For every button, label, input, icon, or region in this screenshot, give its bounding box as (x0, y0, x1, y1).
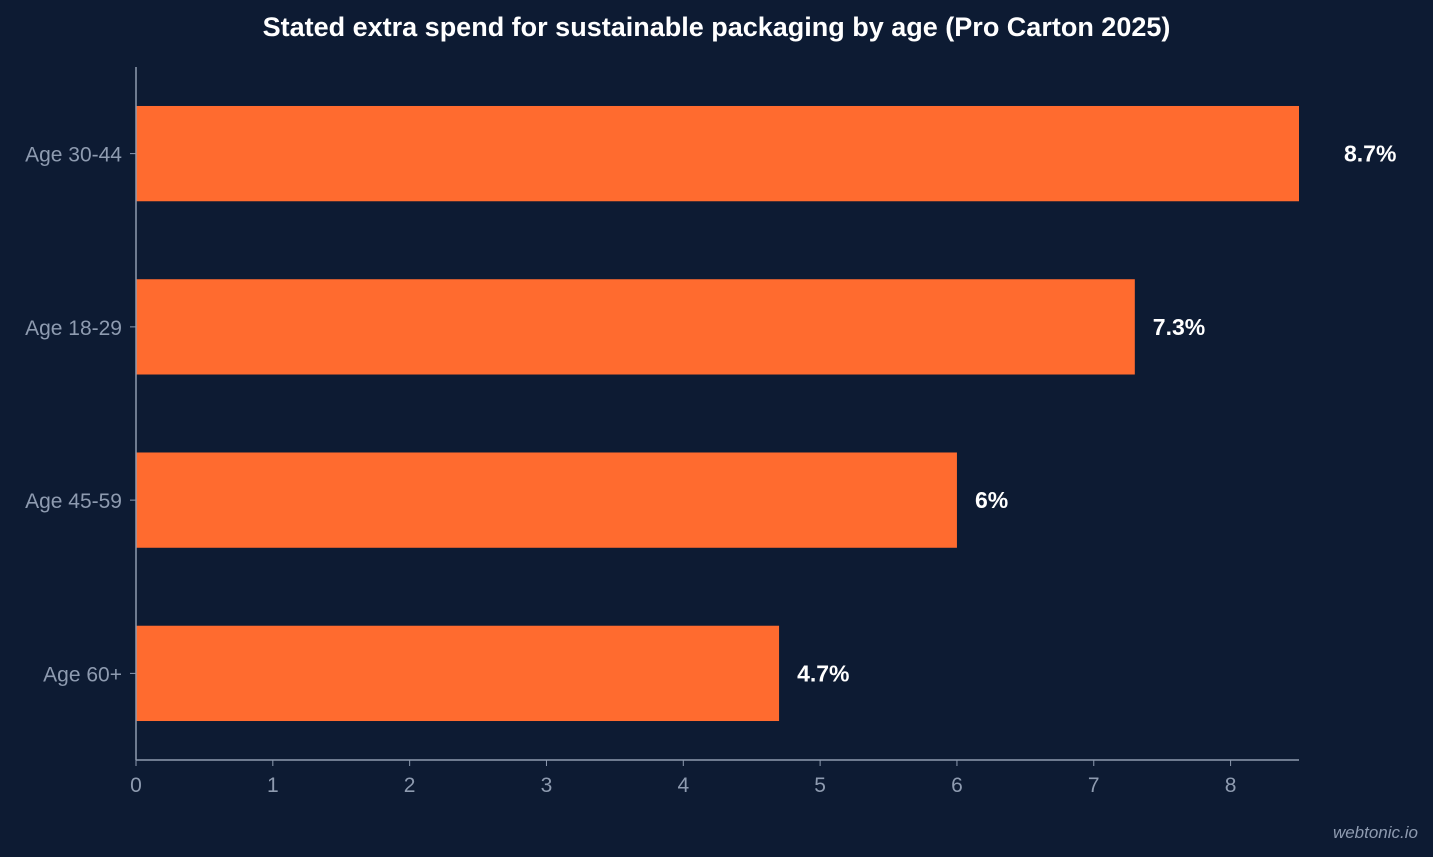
x-tick-label: 0 (130, 774, 142, 797)
bar-age-18-29 (136, 279, 1135, 375)
value-label: 4.7% (797, 660, 849, 686)
value-label: 7.3% (1153, 314, 1205, 340)
bar-age-60- (136, 625, 780, 722)
x-tick-label: 5 (814, 774, 826, 797)
watermark: webtonic.io (1332, 823, 1418, 842)
bars-group (136, 105, 1299, 722)
x-tick-label: 1 (267, 774, 279, 797)
x-tick-label: 7 (1088, 774, 1100, 797)
value-label: 8.7% (1344, 141, 1396, 167)
category-label: Age 18-29 (25, 317, 122, 340)
x-tick-label: 3 (541, 774, 553, 797)
x-tick-label: 8 (1225, 774, 1237, 797)
bar-age-45-59 (136, 452, 957, 548)
x-tick-label: 6 (951, 774, 963, 797)
x-tick-label: 4 (677, 774, 689, 797)
bar-age-30-44 (136, 105, 1299, 202)
chart-title: Stated extra spend for sustainable packa… (262, 12, 1171, 42)
category-label: Age 30-44 (25, 144, 122, 167)
labels-group: 8.7% Age 30-44 7.3% Age 18-29 6% Age 45-59 4.7… (25, 141, 1396, 687)
x-tick-label: 2 (404, 774, 416, 797)
category-label: Age 60+ (43, 663, 122, 686)
axes-group: 0 1 2 3 4 5 6 7 8 (130, 67, 1299, 797)
category-label: Age 45-59 (25, 490, 122, 513)
value-label: 6% (975, 487, 1008, 513)
